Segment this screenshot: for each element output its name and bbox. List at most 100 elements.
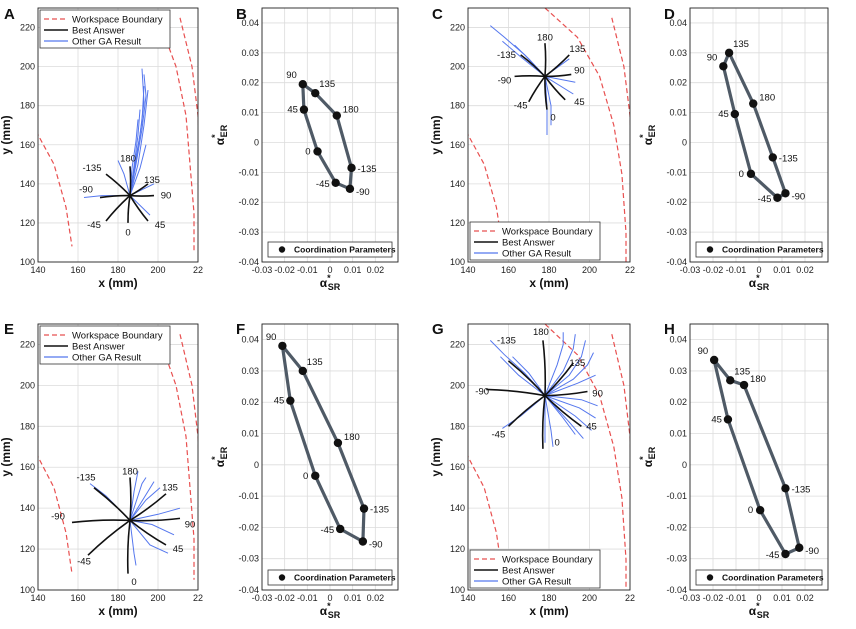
x-tick-label: 140 [460, 593, 475, 603]
coordination-point [311, 88, 320, 98]
y-tick-label: 200 [20, 62, 35, 72]
other-ga-trajectory [129, 86, 145, 196]
y-tick-label: 0.03 [669, 48, 687, 58]
point-label: 45 [287, 105, 298, 116]
best-answer-trajectory [486, 388, 546, 397]
point-label: 135 [319, 79, 335, 90]
other-ga-trajectory [129, 90, 149, 196]
other-ga-trajectory [544, 340, 586, 396]
panel-g: G 140 160 180 200 22 100 120 140 160 180 200 220 x (m… [429, 321, 635, 618]
other-ga-trajectory [117, 160, 131, 196]
other-ga-trajectory [129, 520, 169, 554]
legend-box [267, 241, 393, 258]
legend-box [695, 569, 823, 586]
best-answer-trajectory [544, 390, 588, 397]
y-axis-label: α*ER [210, 446, 229, 467]
x-tick-label: 0.01 [773, 265, 791, 275]
plot-area [38, 334, 198, 580]
y-tick-label: 0.02 [241, 78, 259, 88]
y-tick-label: 160 [450, 462, 465, 472]
direction-label: 90 [592, 389, 603, 400]
legend-entry: Workspace Boundary [72, 15, 163, 26]
other-ga-trajectory [129, 507, 181, 521]
point-label: -45 [320, 525, 334, 536]
direction-label: 180 [122, 466, 138, 477]
x-tick-label: 180 [541, 593, 556, 603]
workspace-boundary [611, 17, 630, 131]
y-tick-label: 120 [20, 218, 35, 228]
y-tick-label: -0.01 [666, 491, 687, 501]
x-tick-label: 0.02 [796, 265, 814, 275]
legend-entry: Other GA Result [502, 577, 572, 588]
other-ga-trajectory [544, 75, 576, 83]
best-answer-trajectory [528, 75, 546, 103]
y-tick-label: 120 [20, 544, 35, 554]
direction-label: 90 [185, 520, 196, 531]
coordination-point [345, 184, 355, 193]
legend-entry: Coordination Parameters [294, 573, 396, 583]
panel-h: H-0.03 -0.02 -0.01 0 0.01 0.02-0.04-0.03-0.02… [638, 321, 829, 620]
point-label: -135 [791, 484, 810, 495]
legend-entry: Other GA Result [72, 37, 142, 48]
x-tick-label: 0.02 [796, 593, 814, 603]
direction-label: 0 [125, 228, 130, 239]
x-tick-label: -0.02 [274, 593, 295, 603]
y-tick-label: -0.04 [666, 585, 687, 595]
other-ga-trajectory [129, 519, 175, 536]
y-tick-label: -0.03 [238, 554, 259, 564]
other-ga-trajectory [129, 109, 141, 196]
direction-label: 135 [569, 358, 585, 369]
best-answer-trajectory [544, 43, 547, 77]
other-ga-trajectory [544, 76, 552, 126]
x-axis-label: x (mm) [529, 276, 568, 290]
coordination-point [709, 355, 719, 365]
x-tick-label: 200 [582, 265, 597, 275]
legend-marker [706, 574, 714, 581]
plot-frame [467, 7, 631, 263]
best-answer-trajectory [105, 194, 131, 222]
y-tick-label: -0.03 [666, 554, 687, 564]
legend-entry: Coordination Parameters [722, 245, 824, 255]
best-answer-trajectory [507, 360, 546, 397]
y-tick-label: 0.03 [241, 48, 259, 58]
y-tick-label: -0.01 [238, 167, 259, 177]
coordination-point [781, 549, 790, 559]
point-label: 45 [711, 414, 722, 425]
coordination-point [795, 543, 804, 552]
coordination-point [347, 163, 356, 173]
workspace-boundary [38, 455, 73, 574]
y-tick-label: 140 [20, 179, 35, 189]
direction-label: -135 [82, 163, 101, 174]
other-ga-trajectory [544, 395, 576, 435]
y-tick-label: 120 [450, 218, 465, 228]
y-tick-label: 140 [450, 503, 465, 513]
coordination-point [730, 109, 740, 119]
x-tick-label: -0.01 [297, 593, 318, 603]
direction-label: 0 [554, 438, 559, 449]
x-tick-label: -0.03 [680, 593, 701, 603]
other-ga-trajectory [544, 395, 584, 439]
legend: Coordination Parameters [267, 569, 396, 586]
y-tick-label: 100 [20, 257, 35, 267]
x-tick-label: -0.03 [252, 265, 273, 275]
coordination-point [333, 438, 343, 448]
x-tick-label: 0.01 [344, 265, 362, 275]
x-tick-label: 0.01 [773, 593, 791, 603]
y-tick-label: 160 [20, 140, 35, 150]
x-tick-label: 180 [110, 265, 125, 275]
plot-frame [37, 323, 199, 591]
direction-label: -45 [514, 101, 528, 112]
workspace-boundary [157, 17, 195, 253]
y-tick-label: 0.01 [669, 108, 687, 118]
point-label: 45 [274, 396, 285, 407]
y-tick-label: 0.03 [669, 366, 687, 376]
y-tick-label: 0.02 [241, 397, 259, 407]
y-axis-label: α*ER [638, 446, 657, 467]
x-tick-label: 140 [460, 265, 475, 275]
best-answer-trajectory [544, 73, 572, 78]
point-label: 180 [759, 93, 775, 104]
y-axis-label: y (mm) [0, 115, 13, 154]
legend-marker [706, 246, 714, 253]
